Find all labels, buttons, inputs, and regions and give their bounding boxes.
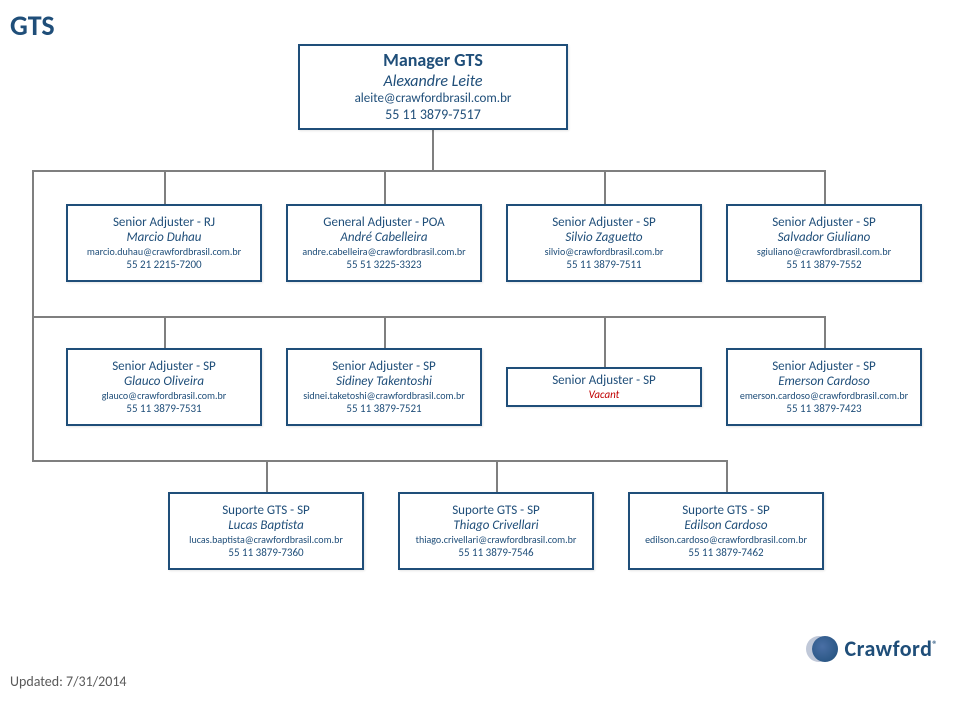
connector-line xyxy=(384,170,386,204)
page-title: GTS xyxy=(10,8,55,43)
role-label: Manager GTS xyxy=(383,50,483,72)
role-label: Senior Adjuster - SP xyxy=(552,215,656,231)
person-name: André Cabelleira xyxy=(340,230,427,246)
role-label: Senior Adjuster - SP xyxy=(112,359,216,375)
crawford-logo: Crawford® xyxy=(812,635,938,662)
org-node: Suporte GTS - SPLucas Baptistalucas.bapt… xyxy=(168,492,364,570)
vacant-label: Vacant xyxy=(589,388,620,401)
person-name: Emerson Cardoso xyxy=(778,374,870,390)
connector-line xyxy=(432,130,434,170)
role-label: Suporte GTS - SP xyxy=(452,503,540,519)
person-name: Edilson Cardoso xyxy=(684,518,767,534)
role-label: Senior Adjuster - RJ xyxy=(113,215,215,231)
role-label: Senior Adjuster - SP xyxy=(772,359,876,375)
phone-label: 55 21 2215-7200 xyxy=(126,258,201,271)
connector-line xyxy=(32,460,726,462)
person-name: Glauco Oliveira xyxy=(124,374,204,390)
logo-text: Crawford® xyxy=(844,635,938,662)
role-label: Senior Adjuster - SP xyxy=(552,373,656,389)
person-name: Alexandre Leite xyxy=(383,72,482,91)
connector-line xyxy=(164,316,166,348)
connector-line xyxy=(604,170,606,204)
email-label: sgiuliano@crawfordbrasil.com.br xyxy=(757,246,891,258)
connector-line xyxy=(164,170,166,204)
connector-line xyxy=(496,460,498,492)
connector-line xyxy=(164,170,824,172)
phone-label: 55 11 3879-7423 xyxy=(786,402,861,415)
phone-label: 55 11 3879-7521 xyxy=(346,402,421,415)
email-label: silvio@crawfordbrasil.com.br xyxy=(545,246,664,258)
connector-line xyxy=(32,316,824,318)
org-node: General Adjuster - POAAndré Cabelleiraan… xyxy=(286,204,482,282)
phone-label: 55 11 3879-7517 xyxy=(385,107,481,124)
email-label: aleite@crawfordbrasil.com.br xyxy=(355,91,512,107)
connector-line xyxy=(726,460,728,492)
connector-line xyxy=(824,316,826,348)
org-node: Suporte GTS - SPEdilson Cardosoedilson.c… xyxy=(628,492,824,570)
phone-label: 55 11 3879-7552 xyxy=(786,258,861,271)
org-node: Senior Adjuster - SPGlauco Oliveiraglauc… xyxy=(66,348,262,426)
phone-label: 55 11 3879-7531 xyxy=(126,402,201,415)
email-label: sidnei.taketoshi@crawfordbrasil.com.br xyxy=(303,390,465,402)
globe-icon xyxy=(812,636,838,662)
email-label: edilson.cardoso@crawfordbrasil.com.br xyxy=(645,534,807,546)
connector-line xyxy=(266,460,268,492)
org-node: Senior Adjuster - SPSalvador Giulianosgi… xyxy=(726,204,922,282)
email-label: marcio.duhau@crawfordbrasil.com.br xyxy=(87,246,241,258)
phone-label: 55 11 3879-7546 xyxy=(458,546,533,559)
org-node: Senior Adjuster - SPSidiney Takentoshisi… xyxy=(286,348,482,426)
role-label: Senior Adjuster - SP xyxy=(332,359,436,375)
person-name: Sidiney Takentoshi xyxy=(336,374,432,390)
person-name: Lucas Baptista xyxy=(228,518,304,534)
email-label: glauco@crawfordbrasil.com.br xyxy=(102,390,227,402)
org-node: Senior Adjuster - RJMarcio Duhaumarcio.d… xyxy=(66,204,262,282)
person-name: Thiago Crivellari xyxy=(453,518,538,534)
org-node: Senior Adjuster - SPEmerson Cardosoemers… xyxy=(726,348,922,426)
connector-line xyxy=(32,316,34,460)
connector-line xyxy=(32,170,165,172)
person-name: Salvador Giuliano xyxy=(778,230,871,246)
org-node: Senior Adjuster - SPSilvio Zaguettosilvi… xyxy=(506,204,702,282)
email-label: lucas.baptista@crawfordbrasil.com.br xyxy=(189,534,343,546)
person-name: Silvio Zaguetto xyxy=(565,230,642,246)
person-name: Marcio Duhau xyxy=(127,230,202,246)
connector-line xyxy=(824,170,826,204)
email-label: thiago.crivellari@crawfordbrasil.com.br xyxy=(416,534,577,546)
connector-line xyxy=(32,170,34,316)
connector-line xyxy=(384,316,386,348)
phone-label: 55 11 3879-7511 xyxy=(566,258,641,271)
connector-line xyxy=(604,316,606,367)
org-node: Senior Adjuster - SPVacant xyxy=(506,367,702,407)
updated-date: Updated: 7/31/2014 xyxy=(10,673,127,690)
role-label: Suporte GTS - SP xyxy=(222,503,310,519)
manager-node: Manager GTSAlexandre Leitealeite@crawfor… xyxy=(298,44,568,130)
phone-label: 55 11 3879-7360 xyxy=(228,546,303,559)
org-node: Suporte GTS - SPThiago Crivellarithiago.… xyxy=(398,492,594,570)
role-label: General Adjuster - POA xyxy=(323,215,444,231)
email-label: emerson.cardoso@crawfordbrasil.com.br xyxy=(740,390,908,402)
role-label: Suporte GTS - SP xyxy=(682,503,770,519)
email-label: andre.cabelleira@crawfordbrasil.com.br xyxy=(302,246,465,258)
role-label: Senior Adjuster - SP xyxy=(772,215,876,231)
org-chart-page: GTS Manager GTSAlexandre Leitealeite@cra… xyxy=(0,0,960,702)
phone-label: 55 11 3879-7462 xyxy=(688,546,763,559)
phone-label: 55 51 3225-3323 xyxy=(346,258,421,271)
